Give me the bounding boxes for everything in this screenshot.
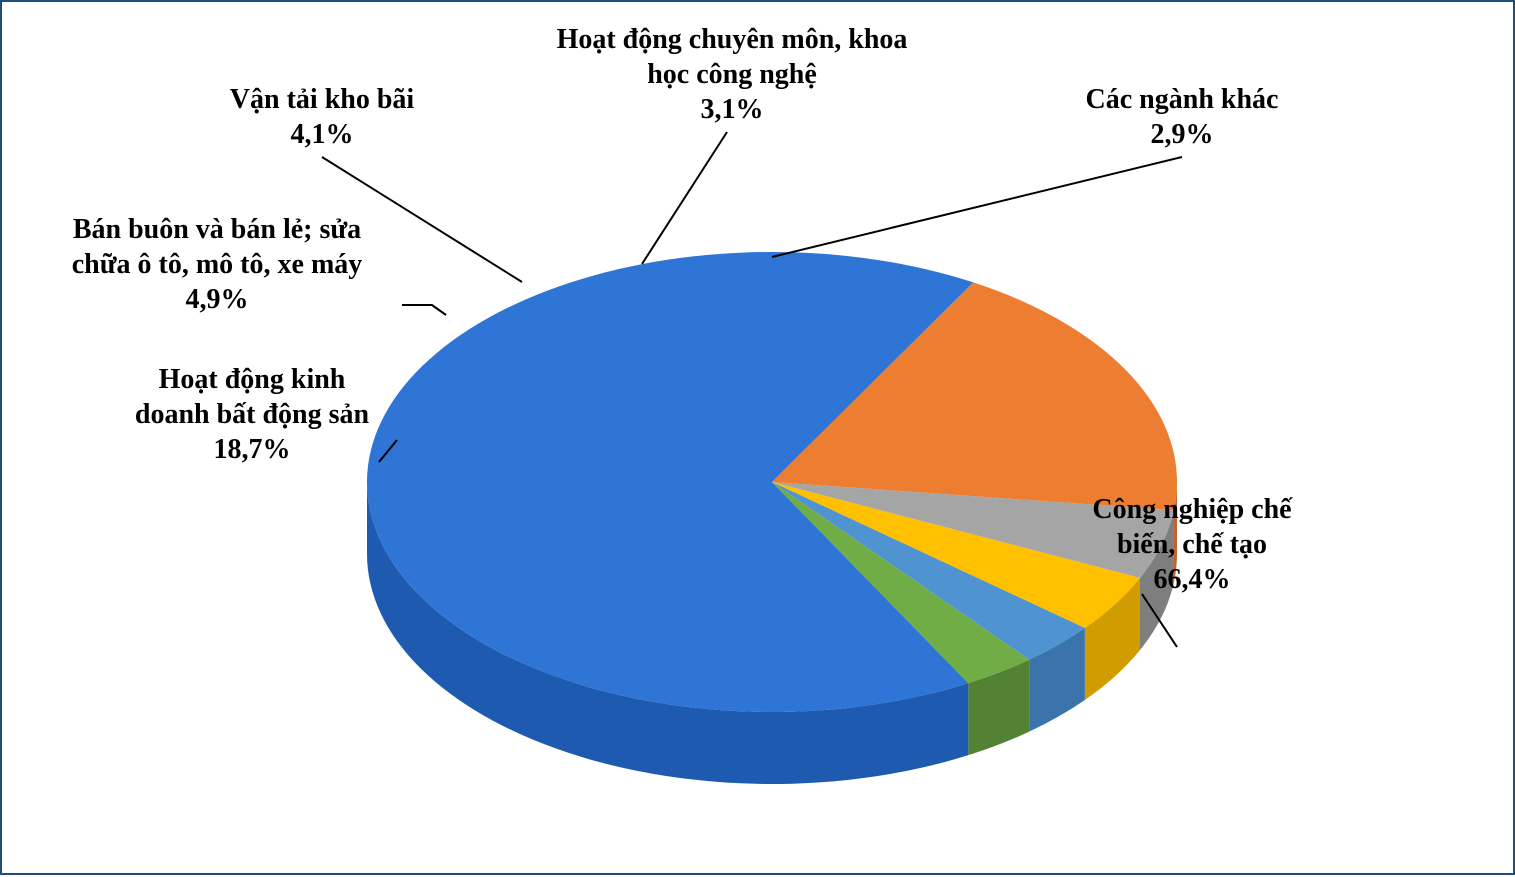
chart-frame: Công nghiệp chế biến, chế tạo 66,4% Hoạt …: [0, 0, 1515, 875]
label-manufacturing: Công nghiệp chế biến, chế tạo 66,4%: [1032, 492, 1352, 597]
label-logistics: Vận tải kho bãi 4,1%: [192, 82, 452, 152]
label-science_tech: Hoạt động chuyên môn, khoa học công nghệ…: [502, 22, 962, 127]
leader-science_tech: [642, 132, 727, 264]
label-other: Các ngành khác 2,9%: [1052, 82, 1312, 152]
label-real_estate: Hoạt động kinh doanh bất động sản 18,7%: [82, 362, 422, 467]
leader-other: [772, 157, 1182, 257]
label-retail: Bán buôn và bán lẻ; sửa chữa ô tô, mô tô…: [22, 212, 412, 317]
